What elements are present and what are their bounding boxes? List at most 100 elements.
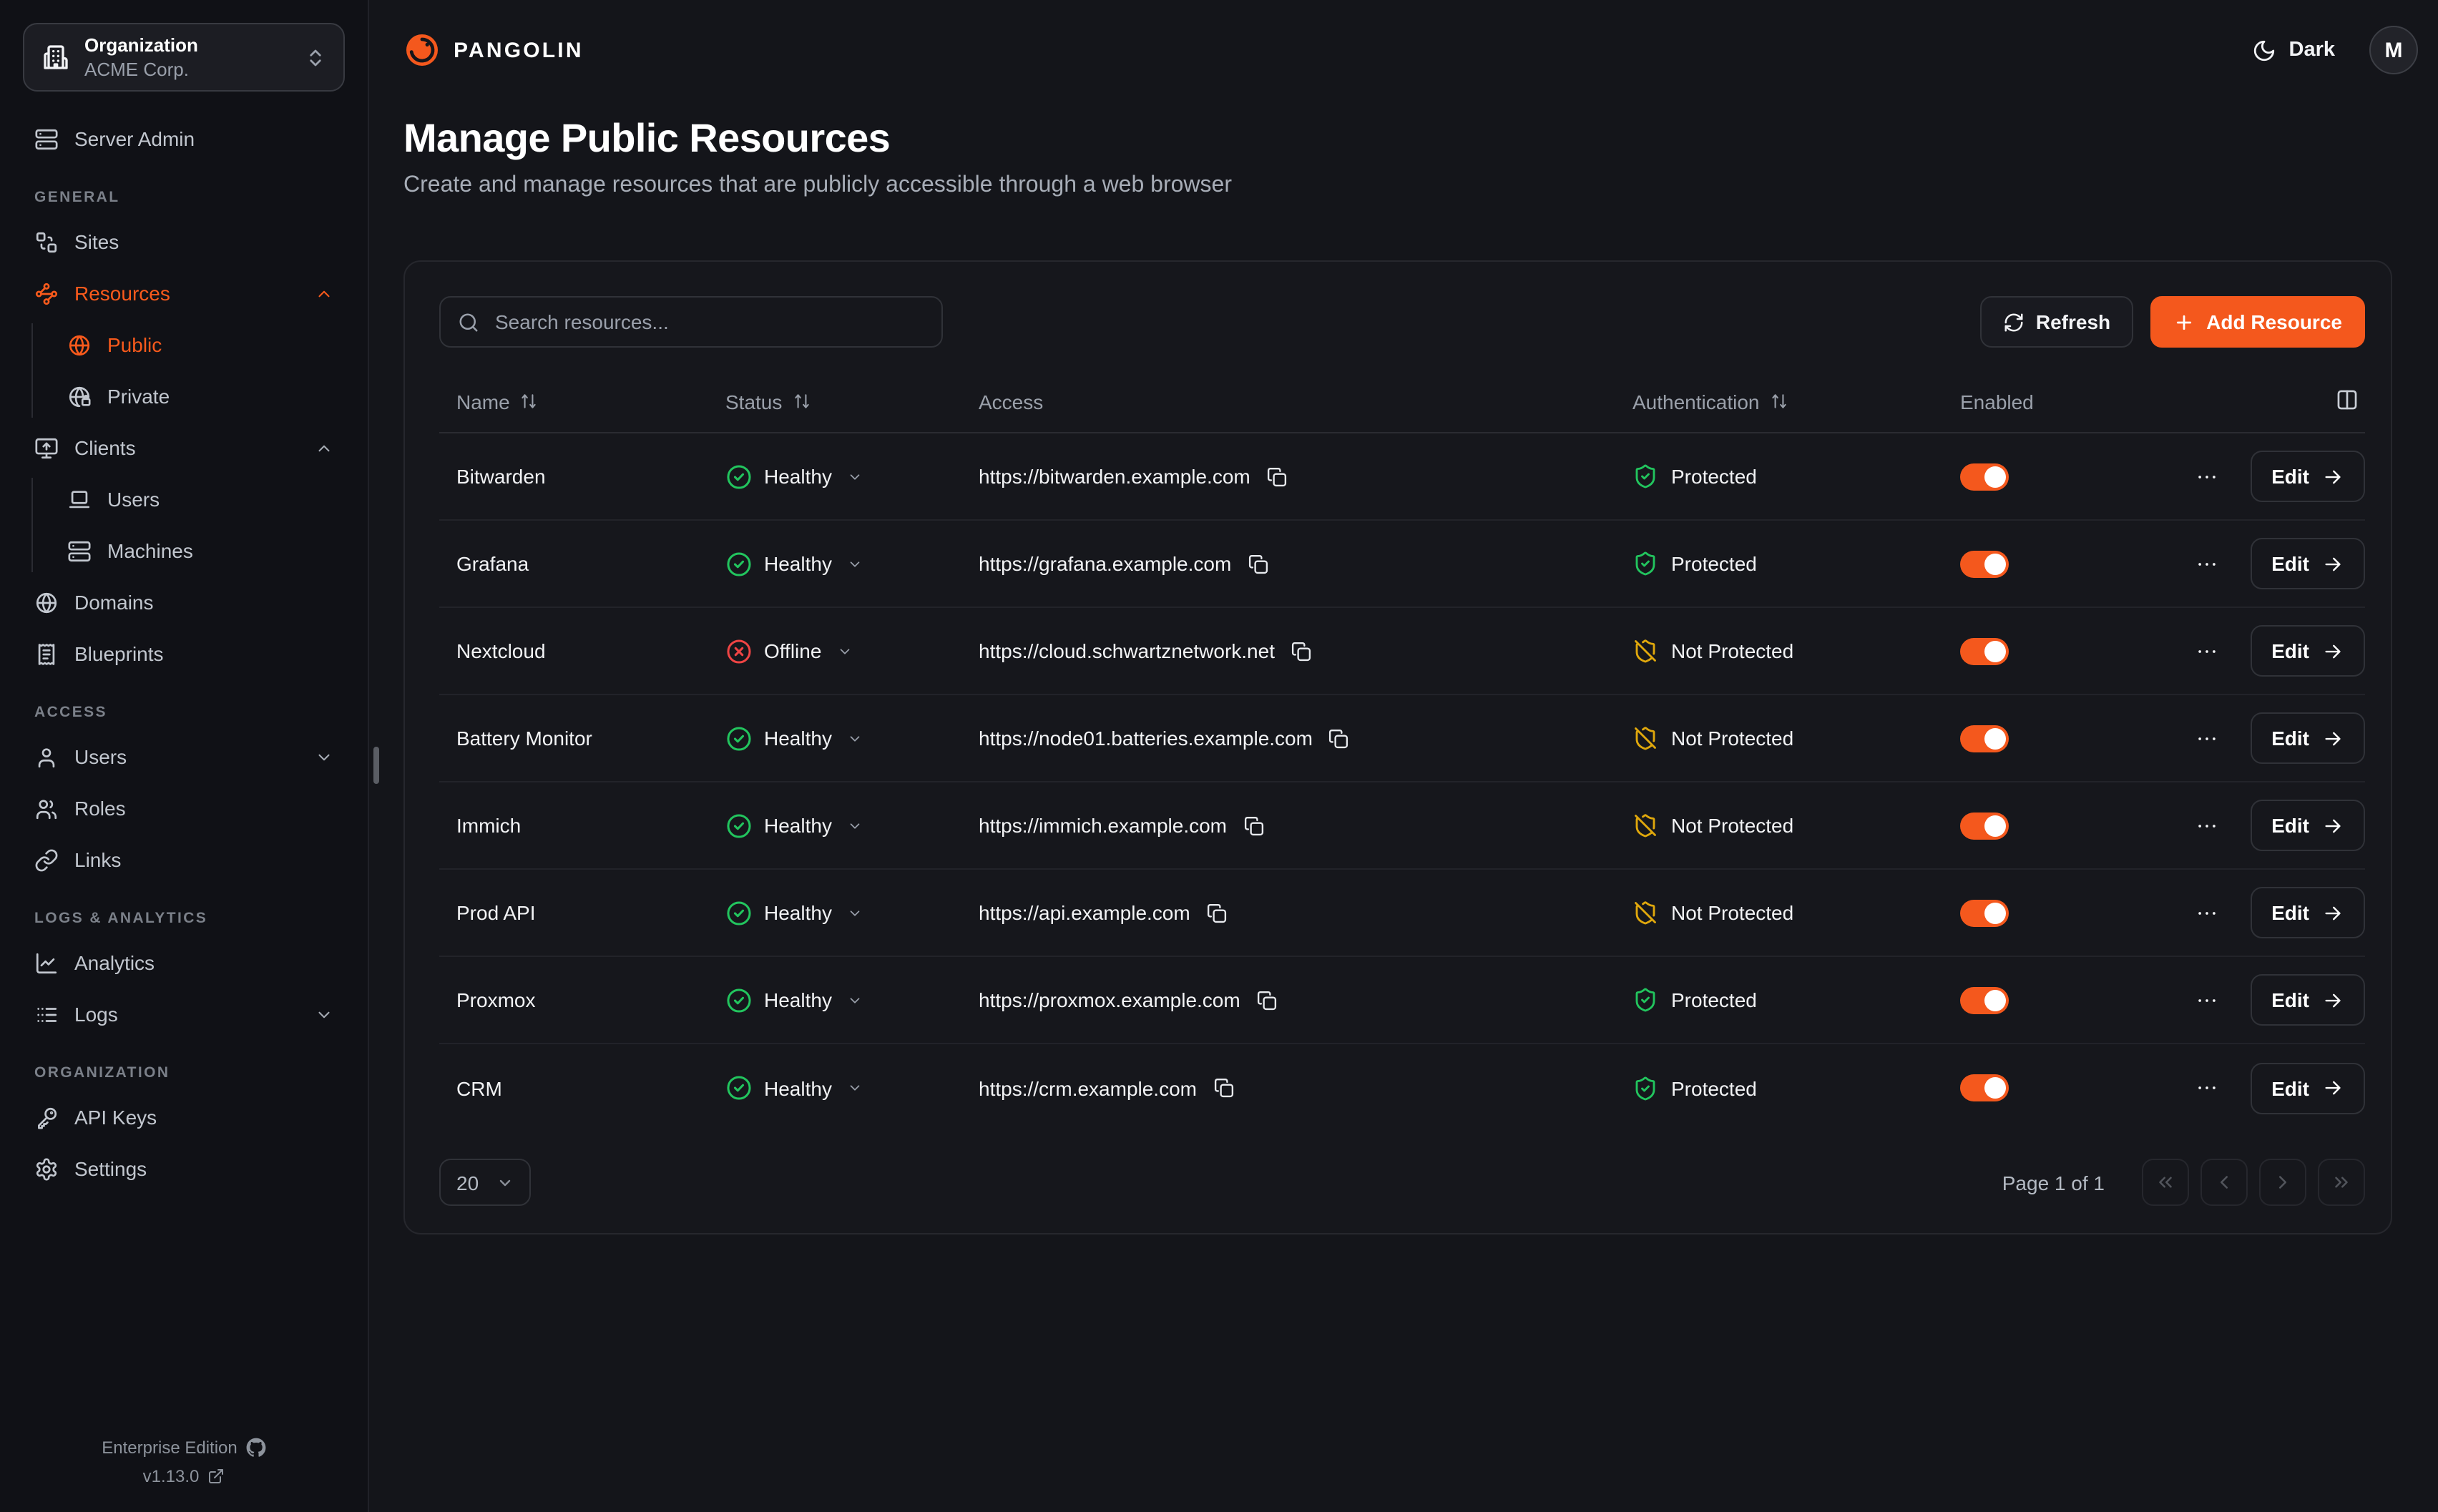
table-footer: 20 Page 1 of 1 — [439, 1159, 2365, 1206]
copy-url-button[interactable] — [1247, 553, 1268, 574]
first-page-button[interactable] — [2142, 1159, 2189, 1206]
add-resource-button[interactable]: Add Resource — [2150, 296, 2365, 348]
sidebar-item-analytics[interactable]: Analytics — [23, 941, 345, 984]
enabled-toggle[interactable] — [1960, 550, 2009, 577]
ellipsis-icon — [2198, 737, 2215, 740]
edit-button[interactable]: Edit — [2250, 538, 2365, 589]
sidebar-item-public[interactable]: Public — [56, 323, 345, 366]
enabled-toggle[interactable] — [1960, 725, 2009, 752]
copy-url-button[interactable] — [1291, 640, 1312, 662]
table-header: Name Status Access Authentication Enabled — [439, 370, 2365, 433]
brand: PANGOLIN — [403, 31, 584, 69]
prev-page-button[interactable] — [2200, 1159, 2248, 1206]
enabled-toggle[interactable] — [1960, 812, 2009, 839]
enabled-toggle[interactable] — [1960, 899, 2009, 926]
topbar: PANGOLIN Dark M — [403, 0, 2438, 100]
list-icon — [37, 1007, 57, 1021]
edition-link[interactable]: Enterprise Edition — [23, 1438, 345, 1458]
page-size-select[interactable]: 20 — [439, 1159, 531, 1206]
org-selector[interactable]: Organization ACME Corp. — [23, 23, 345, 92]
row-menu-button[interactable] — [2191, 1073, 2221, 1103]
sidebar-item-users[interactable]: Users — [56, 478, 345, 521]
copy-url-button[interactable] — [1213, 1077, 1234, 1099]
refresh-button[interactable]: Refresh — [1979, 296, 2134, 348]
enabled-toggle[interactable] — [1960, 463, 2009, 490]
sidebar-item-settings[interactable]: Settings — [23, 1147, 345, 1190]
sidebar-subgroup-clients: Users Machines — [31, 478, 345, 572]
avatar[interactable]: M — [2369, 26, 2418, 74]
column-header-name[interactable]: Name — [439, 390, 708, 413]
copy-url-button[interactable] — [1328, 727, 1350, 749]
sidebar-item-api-keys[interactable]: API Keys — [23, 1096, 345, 1139]
enabled-toggle[interactable] — [1960, 1074, 2009, 1101]
sidebar-item-links[interactable]: Links — [23, 838, 345, 881]
row-menu-button[interactable] — [2191, 985, 2221, 1015]
resource-url: https://node01.batteries.example.com — [979, 727, 1313, 750]
shield-check-icon — [1635, 988, 1655, 1012]
arrow-right-icon — [2325, 905, 2341, 920]
status-dropdown[interactable]: Offline — [725, 637, 853, 664]
auth-status: Protected — [1632, 987, 1757, 1013]
column-settings-button[interactable] — [2332, 384, 2362, 418]
chevron-up-icon — [318, 444, 330, 451]
edit-button[interactable]: Edit — [2250, 451, 2365, 502]
sidebar-item-server-admin[interactable]: Server Admin — [23, 117, 345, 160]
shield-off-icon — [1635, 727, 1656, 750]
edit-button[interactable]: Edit — [2250, 887, 2365, 938]
row-menu-button[interactable] — [2191, 898, 2221, 928]
laptop-icon — [69, 490, 90, 508]
row-menu-button[interactable] — [2191, 723, 2221, 753]
sidebar-item-clients[interactable]: Clients — [23, 426, 345, 469]
enabled-toggle[interactable] — [1960, 637, 2009, 664]
sidebar-item-users[interactable]: Users — [23, 735, 345, 778]
sidebar-nav: Server Admin GENERAL Sites Resources Public P… — [23, 117, 345, 1199]
edit-button[interactable]: Edit — [2250, 712, 2365, 764]
edit-button[interactable]: Edit — [2250, 625, 2365, 677]
next-page-button[interactable] — [2259, 1159, 2306, 1206]
sidebar-scrollbar-thumb[interactable] — [373, 747, 379, 784]
enabled-toggle[interactable] — [1960, 986, 2009, 1013]
sidebar-item-machines[interactable]: Machines — [56, 529, 345, 572]
last-page-button[interactable] — [2318, 1159, 2365, 1206]
status-dropdown[interactable]: Healthy — [725, 550, 863, 577]
sidebar-item-logs[interactable]: Logs — [23, 993, 345, 1036]
circle-check-icon — [727, 900, 751, 925]
status-dropdown[interactable]: Healthy — [725, 899, 863, 926]
copy-icon — [1213, 1078, 1233, 1098]
sidebar-item-private[interactable]: Private — [56, 375, 345, 418]
copy-url-button[interactable] — [1243, 815, 1264, 836]
edit-button[interactable]: Edit — [2250, 974, 2365, 1026]
edit-button[interactable]: Edit — [2250, 1062, 2365, 1114]
monitor-up-icon — [35, 437, 58, 458]
toolbar: Refresh Add Resource — [439, 296, 2365, 348]
row-menu-button[interactable] — [2191, 810, 2221, 840]
copy-url-button[interactable] — [1266, 466, 1288, 487]
status-dropdown[interactable]: Healthy — [725, 1074, 863, 1101]
column-header-authentication[interactable]: Authentication — [1615, 390, 1943, 413]
sidebar-item-roles[interactable]: Roles — [23, 787, 345, 830]
search-input[interactable] — [492, 309, 924, 335]
chevron-down-icon — [851, 910, 861, 915]
shield-off-icon — [1635, 639, 1656, 663]
status-dropdown[interactable]: Healthy — [725, 463, 863, 490]
row-menu-button[interactable] — [2191, 461, 2221, 491]
sidebar-item-sites[interactable]: Sites — [23, 220, 345, 263]
theme-toggle-button[interactable]: Dark — [2243, 36, 2344, 64]
status-dropdown[interactable]: Healthy — [725, 812, 863, 839]
copy-url-button[interactable] — [1206, 902, 1228, 923]
edit-button[interactable]: Edit — [2250, 800, 2365, 851]
version-link[interactable]: v1.13.0 — [23, 1466, 345, 1486]
ellipsis-icon — [2198, 998, 2215, 1001]
copy-url-button[interactable] — [1256, 989, 1278, 1011]
row-menu-button[interactable] — [2191, 636, 2221, 666]
resource-name: Prod API — [456, 901, 536, 924]
org-selector-label: Organization — [84, 34, 198, 56]
status-dropdown[interactable]: Healthy — [725, 725, 863, 752]
row-menu-button[interactable] — [2191, 549, 2221, 579]
sidebar-item-resources[interactable]: Resources — [23, 272, 345, 315]
link-icon — [35, 848, 58, 871]
sidebar-item-blueprints[interactable]: Blueprints — [23, 632, 345, 675]
column-header-status[interactable]: Status — [708, 390, 961, 413]
sidebar-item-domains[interactable]: Domains — [23, 581, 345, 624]
status-dropdown[interactable]: Healthy — [725, 986, 863, 1013]
